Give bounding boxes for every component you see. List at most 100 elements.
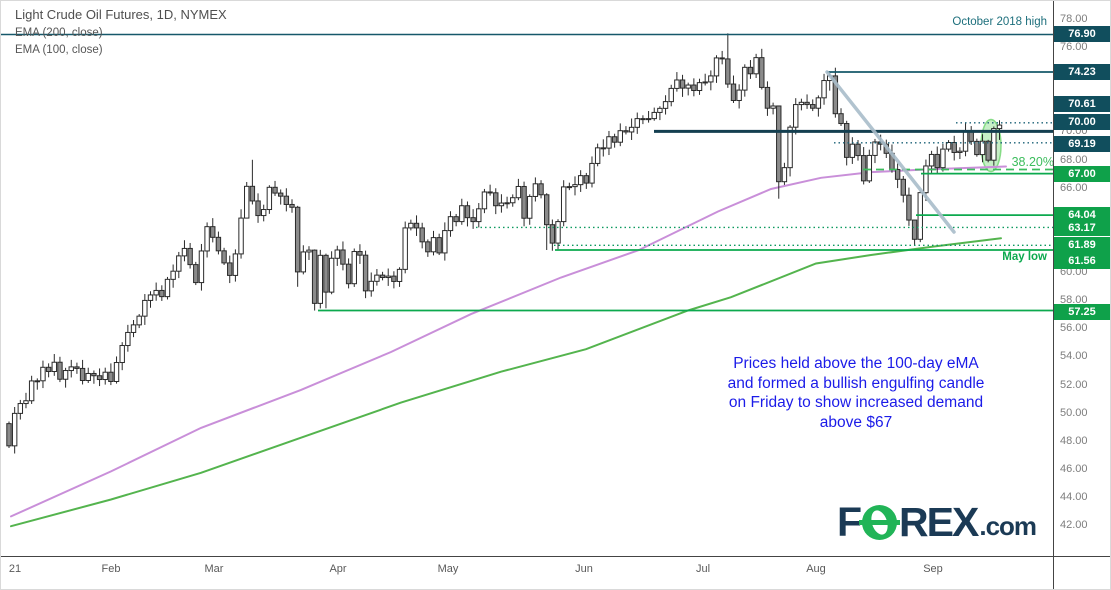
candle-body <box>521 185 527 219</box>
symbol-title[interactable]: Light Crude Oil Futures, 1D, NYMEX <box>15 7 227 22</box>
candle-body <box>102 371 108 381</box>
candle-body <box>476 208 482 223</box>
price-axis[interactable]: 78.00 76.00 70.00 68.00 66.00 60.00 58.00 56.00… <box>1053 1 1110 556</box>
candle-body <box>662 101 669 109</box>
logo-text-rex: REX <box>899 499 979 545</box>
price-level-badge: 70.61 <box>1054 96 1110 112</box>
price-tick: 50.00 <box>1060 406 1088 419</box>
candle-body <box>153 289 159 296</box>
time-axis-label: Jun <box>575 563 593 575</box>
candle-body <box>487 191 493 194</box>
candle-body <box>560 186 567 223</box>
candle-body <box>793 104 799 128</box>
candle-body <box>289 203 295 208</box>
candle-body <box>232 253 239 276</box>
candle-body <box>272 186 278 194</box>
candle-body <box>832 75 839 115</box>
candle-body <box>730 83 737 101</box>
candle-body <box>125 331 131 347</box>
candle-body <box>923 165 929 194</box>
candle-body <box>651 111 657 120</box>
candle-body <box>45 366 52 373</box>
candle-body <box>294 206 301 273</box>
candle-body <box>996 124 1003 130</box>
candle-body <box>810 104 816 109</box>
candle-body <box>204 226 210 252</box>
candle-body <box>962 131 969 152</box>
candle-body <box>843 123 850 158</box>
candle-body <box>187 247 193 266</box>
chart-canvas[interactable] <box>1 1 1053 556</box>
candle-body <box>527 195 533 219</box>
downtrend-line[interactable] <box>825 70 956 234</box>
candle-body <box>345 263 352 285</box>
price-tick: 76.00 <box>1060 40 1088 53</box>
time-axis[interactable]: 21 Feb Mar Apr May Jun Jul Aug Sep <box>1 557 1110 589</box>
price-tick: 56.00 <box>1060 321 1088 334</box>
candle-body <box>176 255 182 272</box>
price-level-badge: 64.04 <box>1054 207 1110 223</box>
time-axis-label: Aug <box>806 563 826 575</box>
candle-body <box>306 249 312 253</box>
price-tick: 52.00 <box>1060 378 1088 391</box>
ema-100-line <box>10 165 1007 518</box>
candle-body <box>57 361 63 380</box>
candle-body <box>532 183 539 197</box>
price-tick: 42.00 <box>1060 518 1088 531</box>
candle-body <box>770 105 776 109</box>
candle-body <box>238 217 244 255</box>
candle-body <box>515 185 522 199</box>
candle-body <box>617 130 623 143</box>
candle-body <box>193 264 199 284</box>
candle-body <box>985 140 991 161</box>
candle-body <box>742 66 748 91</box>
candle-body <box>900 178 906 196</box>
candle-body <box>719 57 725 60</box>
candle-body <box>504 202 510 205</box>
candle-body <box>470 217 476 223</box>
price-level-badge: 63.17 <box>1054 219 1110 236</box>
candle-body <box>113 362 120 382</box>
candle-body <box>577 175 584 186</box>
ema-200-legend[interactable]: EMA (200, close) <box>15 27 103 39</box>
candle-body <box>17 403 24 414</box>
candle-body <box>702 81 708 84</box>
price-tick: 66.00 <box>1060 181 1088 194</box>
price-tick: 54.00 <box>1060 349 1088 362</box>
candle-body <box>776 105 782 183</box>
candle-body <box>436 237 442 254</box>
logo-text-f: F <box>837 499 862 545</box>
candle-body <box>379 274 386 279</box>
candle-body <box>419 227 425 243</box>
candle-body <box>68 366 74 372</box>
candle-body <box>374 274 380 282</box>
candle-body <box>334 249 340 259</box>
candle-body <box>210 226 216 238</box>
candle-body <box>798 101 805 106</box>
candle-body <box>945 141 952 150</box>
candle-body <box>645 118 652 121</box>
time-axis-label: Feb <box>101 563 121 575</box>
candle-body <box>34 380 40 383</box>
candle-body <box>894 168 901 180</box>
candle-body <box>40 366 46 382</box>
candle-body <box>940 148 946 169</box>
candle-body <box>538 183 544 196</box>
candle-body <box>849 143 856 158</box>
candle-body <box>170 270 176 280</box>
ema-100-legend[interactable]: EMA (100, close) <box>15 44 103 56</box>
candle-body <box>708 75 714 83</box>
time-axis-label: Apr <box>329 563 347 575</box>
candle-body <box>872 141 878 156</box>
candle-body <box>362 254 369 292</box>
candle-body <box>351 251 357 285</box>
candle-body <box>396 268 403 282</box>
candle-body <box>147 294 154 301</box>
candle-body <box>357 251 363 256</box>
fibonacci-38-label: 38.20% <box>1011 155 1054 169</box>
price-tick: 44.00 <box>1060 490 1088 503</box>
candle-body <box>181 247 188 257</box>
price-level-badge: 69.19 <box>1054 135 1110 152</box>
candle-body <box>640 118 646 121</box>
